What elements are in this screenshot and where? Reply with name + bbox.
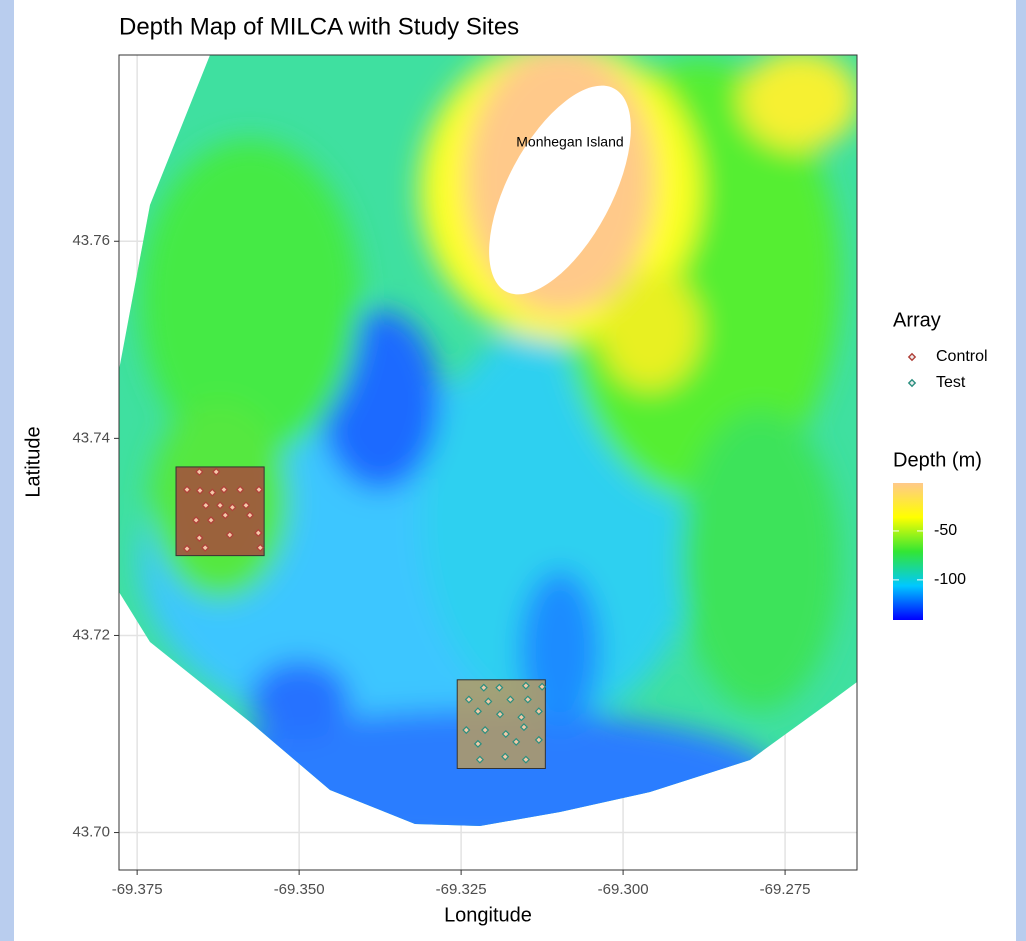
chart: Depth Map of MILCA with Study Sites	[0, 0, 1026, 941]
y-tick-label: 43.74	[72, 429, 110, 446]
x-tick-label: -69.325	[436, 881, 487, 898]
page: Depth Map of MILCA with Study Sites	[0, 0, 1026, 941]
y-tick-label: 43.72	[72, 626, 110, 643]
x-axis-label: Longitude	[444, 904, 532, 926]
colorbar-title: Depth (m)	[893, 449, 982, 471]
site-region	[176, 467, 264, 556]
site-region	[457, 680, 545, 769]
legend-title: Array	[893, 309, 941, 331]
x-tick-label: -69.300	[598, 881, 649, 898]
x-tick-label: -69.275	[760, 881, 811, 898]
legend-label: Control	[936, 348, 988, 365]
colorbar-label: -50	[934, 522, 957, 539]
colorbar	[893, 483, 923, 620]
chart-title: Depth Map of MILCA with Study Sites	[119, 13, 519, 40]
x-tick-label: -69.375	[112, 881, 163, 898]
colorbar-label: -100	[934, 571, 966, 588]
y-tick-label: 43.70	[72, 824, 110, 841]
y-tick-label: 43.76	[72, 232, 110, 249]
annotation: Monhegan Island	[516, 133, 623, 149]
y-axis-label: Latitude	[22, 426, 44, 497]
legend-label: Test	[936, 374, 966, 391]
x-tick-label: -69.350	[274, 881, 325, 898]
